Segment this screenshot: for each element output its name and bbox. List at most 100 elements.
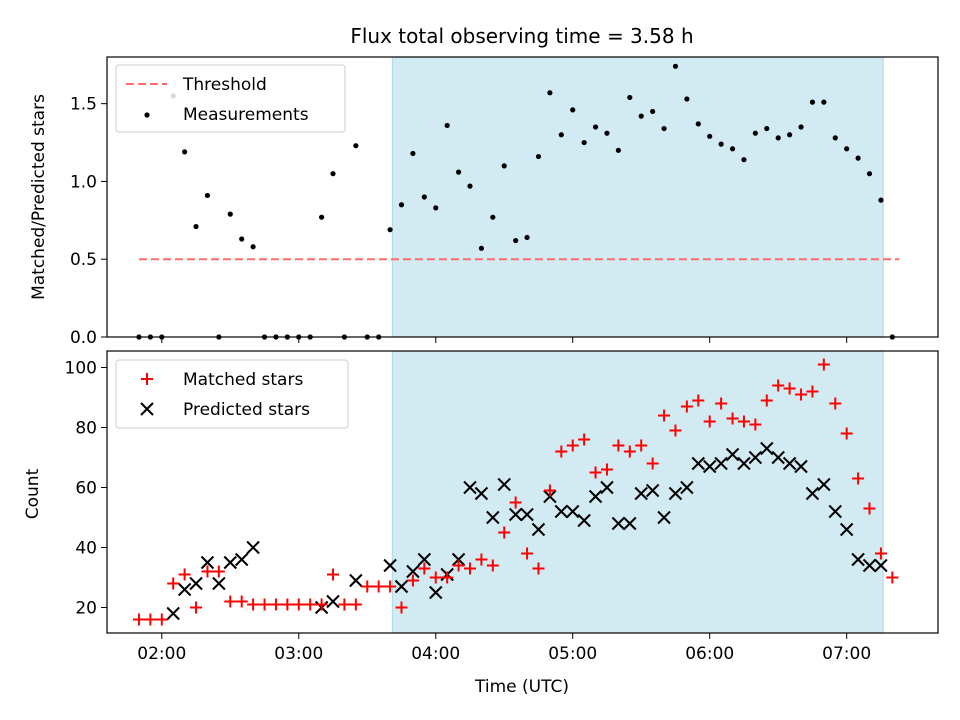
matched-star-point bbox=[475, 553, 488, 566]
legend-measurements-label: Measurements bbox=[183, 105, 309, 125]
matched-star-point bbox=[144, 613, 157, 626]
measurement-point bbox=[558, 132, 564, 138]
predicted-star-point bbox=[680, 480, 694, 495]
predicted-star-point bbox=[349, 573, 363, 588]
measurement-point bbox=[250, 244, 256, 250]
matched-star-point bbox=[543, 484, 556, 497]
matched-star-point bbox=[715, 397, 728, 410]
measurement-point bbox=[798, 124, 804, 130]
predicted-star-point bbox=[531, 522, 546, 537]
predicted-star-point bbox=[566, 504, 580, 519]
predicted-star-point bbox=[177, 582, 192, 597]
measurement-point bbox=[764, 125, 770, 132]
matched-star-point bbox=[840, 427, 853, 440]
predicted-star-point bbox=[234, 552, 249, 567]
measurement-point bbox=[330, 171, 336, 177]
measurement-point bbox=[227, 211, 233, 217]
predicted-star-point bbox=[645, 483, 660, 498]
predicted-star-point bbox=[383, 558, 397, 573]
predicted-star-point bbox=[600, 480, 614, 495]
matched-star-point bbox=[703, 415, 716, 428]
measurement-point bbox=[878, 197, 884, 203]
top-axes-frame bbox=[106, 56, 939, 338]
top-y-tick-label: 1.5 bbox=[70, 95, 97, 115]
matched-star-point bbox=[760, 394, 773, 407]
measurement-point bbox=[467, 183, 473, 189]
measurement-point bbox=[832, 135, 838, 141]
matched-star-point bbox=[292, 598, 305, 611]
bottom-x-tick-label: 07:00 bbox=[822, 644, 871, 664]
measurement-point bbox=[661, 125, 667, 132]
x-axis-label: Time (UTC) bbox=[474, 677, 569, 697]
top-legend: Threshold Measurements bbox=[115, 64, 346, 133]
matched-star-point bbox=[578, 433, 591, 446]
bottom-x-tick-label: 03:00 bbox=[274, 644, 323, 664]
predicted-star-point bbox=[782, 456, 797, 471]
predicted-star-point bbox=[166, 606, 180, 621]
measurement-point bbox=[821, 99, 827, 105]
predicted-star-point bbox=[771, 450, 785, 465]
bottom-legend: Matched stars Predicted stars bbox=[115, 359, 349, 429]
bottom-y-tick-label: 80 bbox=[75, 419, 97, 439]
matched-star-point bbox=[178, 568, 191, 581]
measurement-point bbox=[182, 149, 188, 155]
matched-star-point bbox=[418, 562, 431, 575]
bottom-x-tick-label: 06:00 bbox=[685, 644, 734, 664]
predicted-star-point bbox=[246, 540, 260, 555]
matched-star-point bbox=[749, 418, 762, 431]
measurement-point bbox=[353, 143, 359, 149]
matched-star-point bbox=[406, 574, 419, 587]
legend-predicted-swatch bbox=[140, 402, 154, 416]
predicted-star-point bbox=[794, 459, 808, 474]
matched-star-point bbox=[863, 502, 876, 515]
matched-star-point bbox=[486, 559, 499, 572]
bottom-x-tick-label: 02:00 bbox=[137, 644, 186, 664]
measurement-point bbox=[707, 133, 713, 139]
matched-star-point bbox=[372, 580, 385, 593]
matched-star-point bbox=[441, 571, 454, 584]
matched-star-point bbox=[281, 598, 294, 611]
predicted-star-point bbox=[611, 516, 626, 531]
matched-star-point bbox=[190, 601, 203, 614]
predicted-star-point bbox=[760, 441, 774, 456]
matched-star-point bbox=[212, 565, 225, 578]
measurement-point bbox=[787, 132, 793, 138]
legend-threshold-label: Threshold bbox=[182, 75, 267, 95]
matched-star-point bbox=[224, 595, 237, 608]
measurement-point bbox=[513, 237, 519, 244]
matched-star-point bbox=[521, 547, 534, 560]
predicted-star-point bbox=[212, 576, 226, 591]
predicted-star-point bbox=[851, 552, 865, 567]
top-y-tick-label: 0.5 bbox=[70, 250, 97, 270]
predicted-star-point bbox=[326, 594, 340, 609]
measurement-point bbox=[570, 107, 576, 113]
legend-matched-label: Matched stars bbox=[183, 370, 303, 390]
predicted-star-point bbox=[657, 510, 671, 525]
matched-star-point bbox=[269, 598, 282, 611]
bottom-y-tick-label: 100 bbox=[65, 359, 97, 379]
predicted-star-point bbox=[714, 456, 728, 471]
predicted-star-point bbox=[394, 579, 409, 594]
measurement-point bbox=[775, 135, 781, 141]
matched-star-point bbox=[247, 598, 260, 611]
measurement-point bbox=[638, 113, 644, 119]
measurement-point bbox=[193, 223, 199, 230]
predicted-star-point bbox=[588, 489, 603, 504]
measurement-point bbox=[809, 99, 816, 105]
matched-star-point bbox=[600, 463, 613, 476]
measurement-point bbox=[524, 234, 530, 241]
predicted-star-point bbox=[634, 486, 648, 501]
observing-shaded-region bbox=[391, 56, 884, 338]
matched-star-point bbox=[532, 562, 545, 575]
measurement-point bbox=[204, 192, 211, 199]
measurement-point bbox=[729, 146, 736, 152]
matched-star-point bbox=[555, 445, 568, 458]
matched-star-point bbox=[772, 379, 785, 392]
top-y-axis-label: Matched/Predicted stars bbox=[29, 94, 49, 300]
figure-title: Flux total observing time = 3.58 h bbox=[350, 24, 693, 48]
measurement-point bbox=[844, 146, 850, 152]
legend-matched-swatch bbox=[141, 373, 153, 385]
matched-star-point bbox=[817, 358, 830, 371]
predicted-star-point bbox=[737, 456, 751, 471]
